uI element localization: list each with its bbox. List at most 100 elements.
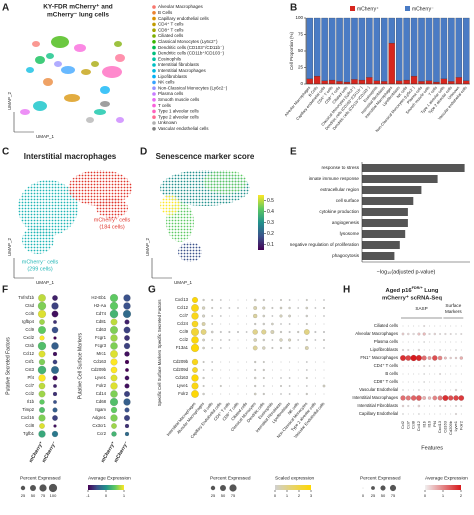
dot <box>445 325 446 327</box>
bar-segment <box>463 80 470 85</box>
dot <box>434 381 436 383</box>
dot <box>252 345 258 351</box>
cluster <box>51 36 69 48</box>
dot <box>38 430 46 438</box>
dot <box>410 354 417 362</box>
dot <box>315 299 316 301</box>
dot <box>254 376 257 380</box>
dot <box>413 341 414 343</box>
cluster <box>100 86 110 94</box>
dot <box>423 373 425 375</box>
legend-label: B Cells <box>158 10 173 15</box>
y-tick-label: Cd68 <box>96 399 107 404</box>
bar-segment <box>306 17 313 79</box>
dot <box>429 413 430 415</box>
dot <box>297 361 299 363</box>
cluster <box>18 180 78 236</box>
y-tick-label: CD8⁺ T cells <box>374 379 398 384</box>
x-tick-label: Il10 <box>427 420 432 427</box>
legend-label: Classical Monocytes (Ly6c2⁺) <box>158 39 218 44</box>
dot <box>191 304 199 312</box>
dot <box>246 393 247 395</box>
dot <box>297 330 300 334</box>
legend-title: Percent Expressed <box>20 475 61 481</box>
dot <box>279 346 283 350</box>
legend-dot <box>39 484 47 492</box>
dot <box>418 389 420 391</box>
legend-swatch <box>152 16 156 21</box>
dot <box>437 355 443 361</box>
x-tick-label: Il1b <box>421 420 426 427</box>
dot <box>124 335 130 341</box>
dot <box>254 384 257 388</box>
legend-swatch <box>405 6 410 11</box>
dot <box>220 323 222 325</box>
y-tick-label: Folr2 <box>178 391 188 396</box>
dot <box>415 355 422 361</box>
dot <box>305 338 308 342</box>
y-tick-label: Cxcl16 <box>21 415 35 420</box>
dot <box>407 325 409 327</box>
dot <box>429 349 430 351</box>
dot <box>402 341 404 343</box>
cluster <box>61 66 75 74</box>
cluster <box>46 53 54 59</box>
bar-segment <box>306 78 313 85</box>
annotation: mCherry⁺ cells <box>94 216 131 223</box>
dot <box>454 388 458 392</box>
dot <box>53 400 57 404</box>
legend-swatch <box>350 6 355 11</box>
y-tick-label: Ccl9 <box>25 327 34 332</box>
dot <box>314 339 317 341</box>
x-axis-label: −log₁₀(adjusted p-value) <box>377 269 436 275</box>
dot <box>191 312 199 320</box>
dot <box>211 299 214 301</box>
dot <box>280 393 282 395</box>
legend-swatch <box>152 109 156 114</box>
dot <box>323 361 325 363</box>
annotation: (299 cells) <box>27 266 53 272</box>
legend-tick-label: 75 <box>231 493 236 498</box>
dot <box>432 355 438 361</box>
y-tick-label: Interstitial Macrophages <box>352 395 398 400</box>
y-tick-label: Cd63 <box>96 327 107 332</box>
dot <box>110 350 118 358</box>
y-tick-label: Ccl8 <box>25 423 34 428</box>
dot <box>272 377 273 379</box>
dot <box>237 331 239 333</box>
dot <box>246 323 247 325</box>
y-tick-label: Tnfrsf1b <box>18 295 34 300</box>
dot <box>413 325 414 327</box>
bar-segment <box>321 80 328 85</box>
y-tick-label: B cells <box>385 371 398 376</box>
cluster <box>91 61 99 67</box>
y-tick-label: Cd209b <box>91 367 107 372</box>
dot <box>455 381 457 383</box>
dot <box>423 365 426 367</box>
dot <box>305 392 308 396</box>
cluster <box>81 69 91 75</box>
dot <box>297 315 299 317</box>
legend-label: Lipofibroblasts <box>158 74 188 79</box>
dot <box>442 395 449 401</box>
dot <box>429 389 430 391</box>
legend-title: Scaled expression <box>275 475 315 481</box>
dot <box>237 315 239 317</box>
dot <box>413 405 414 407</box>
legend-swatch <box>152 69 156 73</box>
dot <box>280 361 282 363</box>
dot <box>445 381 446 383</box>
y-tick-label: Ciliated cells <box>374 323 398 328</box>
dot <box>202 361 205 363</box>
dot <box>228 339 231 341</box>
dot <box>124 415 130 421</box>
y-axis-label: UMAP_2 <box>7 237 12 256</box>
dot <box>306 369 308 371</box>
y-tick-label: Cx3cr1 <box>92 423 106 428</box>
legend-label: Ciliated cells <box>158 33 184 38</box>
dot <box>437 395 443 401</box>
y-tick-label: Ctsd <box>25 303 34 308</box>
dot <box>124 423 130 429</box>
dot <box>271 347 274 349</box>
dot <box>261 329 267 335</box>
